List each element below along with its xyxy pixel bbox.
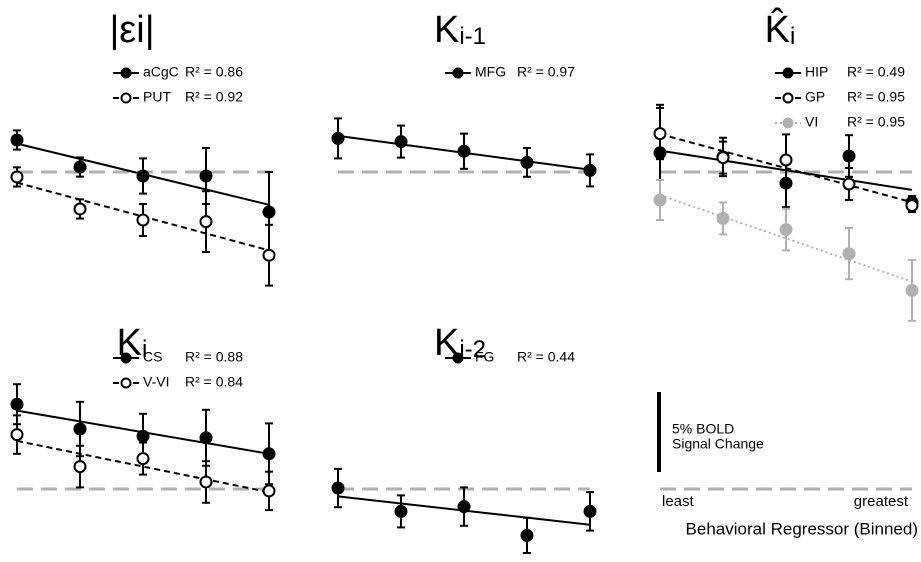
- legend-label: HIP: [805, 64, 828, 80]
- legend-label: FG: [475, 349, 494, 365]
- scale-bar-label: Signal Change: [672, 436, 764, 452]
- point: [136, 429, 150, 443]
- legend-label: CS: [143, 349, 162, 365]
- legend-annotation: R² = 0.95: [847, 89, 905, 105]
- legend-annotation: R² = 0.84: [185, 374, 243, 390]
- legend-label: VI: [805, 114, 818, 130]
- x-start-label: least: [662, 493, 695, 510]
- point: [842, 149, 856, 163]
- point: [331, 131, 345, 145]
- point: [136, 169, 150, 183]
- legend-annotation: R² = 0.92: [185, 89, 243, 105]
- panel-title-sub: i-1: [459, 23, 486, 50]
- point: [199, 169, 213, 183]
- point: [73, 202, 87, 216]
- fit-line: [659, 194, 913, 283]
- legend-label: aCgC: [143, 64, 179, 80]
- point: [199, 431, 213, 445]
- legend-annotation: R² = 0.95: [847, 114, 905, 130]
- x-end-label: greatest: [854, 493, 909, 510]
- point: [905, 199, 919, 213]
- point: [457, 144, 471, 158]
- point: [394, 135, 408, 149]
- legend-annotation: R² = 0.88: [185, 349, 243, 365]
- point: [331, 481, 345, 495]
- x-axis-label: Behavioral Regressor (Binned): [686, 519, 918, 538]
- point: [262, 484, 276, 498]
- point: [73, 422, 87, 436]
- legend-marker: [782, 67, 794, 79]
- point: [520, 528, 534, 542]
- panel-title-main: K̂: [765, 7, 790, 51]
- point: [520, 155, 534, 169]
- legend-annotation: R² = 0.49: [847, 64, 905, 80]
- legend-marker: [120, 377, 132, 389]
- point: [842, 177, 856, 191]
- point: [716, 151, 730, 165]
- legend-marker: [120, 67, 132, 79]
- legend-label: GP: [805, 89, 825, 105]
- point: [10, 428, 24, 442]
- panel-title: K̂i: [765, 7, 796, 51]
- panel-title: |εi|: [109, 9, 154, 51]
- point: [262, 248, 276, 262]
- point: [583, 504, 597, 518]
- legend-label: V-VI: [143, 374, 169, 390]
- legend-annotation: R² = 0.86: [185, 64, 243, 80]
- point: [199, 215, 213, 229]
- point: [905, 283, 919, 297]
- point: [10, 397, 24, 411]
- scale-bar-label: 5% BOLD: [672, 421, 734, 437]
- fit-line: [16, 439, 270, 494]
- point: [716, 211, 730, 225]
- point: [10, 170, 24, 184]
- legend-marker: [782, 92, 794, 104]
- point: [199, 475, 213, 489]
- point: [842, 247, 856, 261]
- point: [457, 500, 471, 514]
- legend-marker: [120, 92, 132, 104]
- legend-marker: [782, 117, 794, 129]
- point: [394, 504, 408, 518]
- point: [653, 127, 667, 141]
- panel-title-sub: i: [142, 336, 147, 363]
- point: [262, 205, 276, 219]
- panel-title-main: |εi|: [109, 9, 154, 51]
- legend-annotation: R² = 0.44: [517, 349, 575, 365]
- point: [73, 160, 87, 174]
- legend-marker: [452, 67, 464, 79]
- panel-title-sub: i: [790, 23, 795, 50]
- point: [779, 223, 793, 237]
- legend-label: MFG: [475, 64, 506, 80]
- panel-title: Ki-1: [434, 9, 486, 51]
- point: [136, 213, 150, 227]
- point: [779, 153, 793, 167]
- point: [73, 460, 87, 474]
- legend-marker: [120, 352, 132, 364]
- legend-annotation: R² = 0.97: [517, 64, 575, 80]
- point: [583, 163, 597, 177]
- legend-label: PUT: [143, 89, 171, 105]
- point: [653, 193, 667, 207]
- point: [262, 447, 276, 461]
- panel-title-main: K: [434, 9, 459, 51]
- point: [10, 133, 24, 147]
- legend-marker: [452, 352, 464, 364]
- point: [136, 452, 150, 466]
